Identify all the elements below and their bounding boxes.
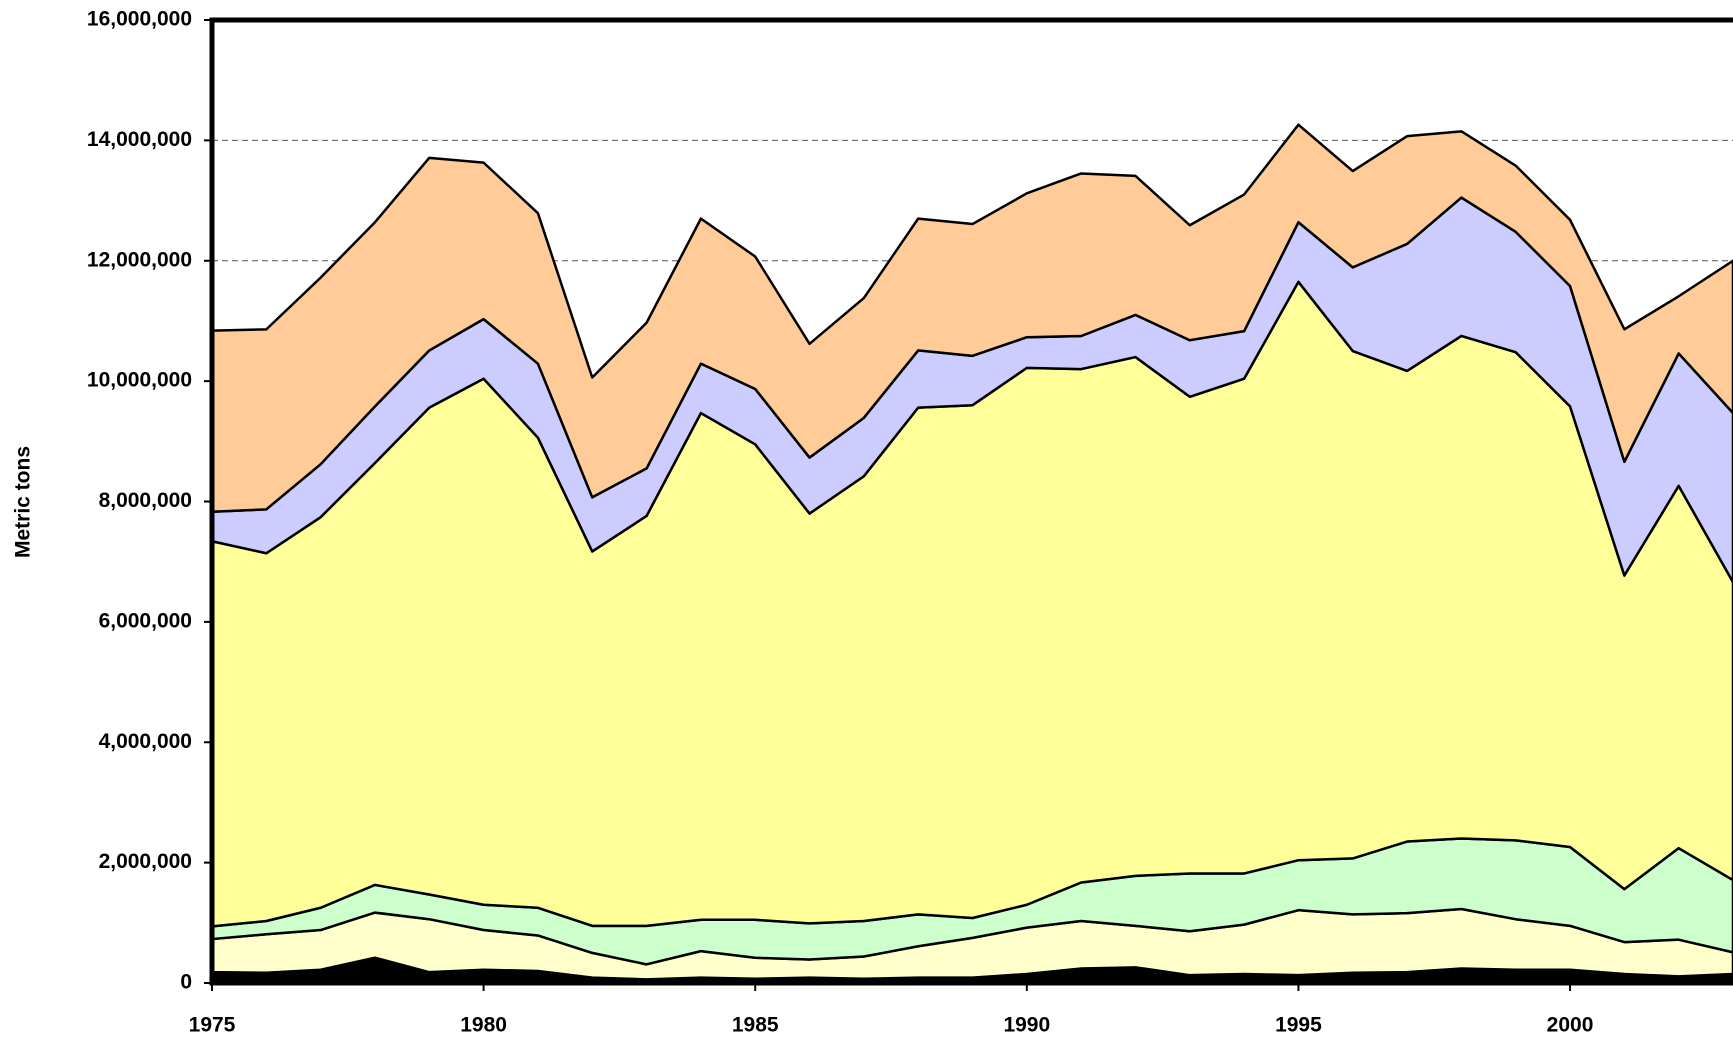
area [210,123,1733,513]
y-tick-label: 10,000,000 [87,369,192,392]
y-axis-label: Metric tons [12,446,35,558]
x-tick-label: 1985 [732,1014,779,1037]
y-tick-label: 14,000,000 [87,128,192,151]
y-tick-label: 12,000,000 [87,248,192,271]
x-tick-label: 1980 [460,1014,507,1037]
y-tick-label: 8,000,000 [99,489,192,512]
x-tick-label: 1975 [189,1014,236,1037]
y-tick-label: 2,000,000 [99,850,192,873]
y-tick-label: 16,000,000 [87,8,192,31]
x-tick-label: 1995 [1275,1014,1322,1037]
y-tick-label: 0 [180,971,192,994]
x-tick-label: 2000 [1547,1014,1594,1037]
y-tick-label: 4,000,000 [99,730,192,753]
y-tick-label: 6,000,000 [99,609,192,632]
x-tick-label: 1990 [1003,1014,1050,1037]
